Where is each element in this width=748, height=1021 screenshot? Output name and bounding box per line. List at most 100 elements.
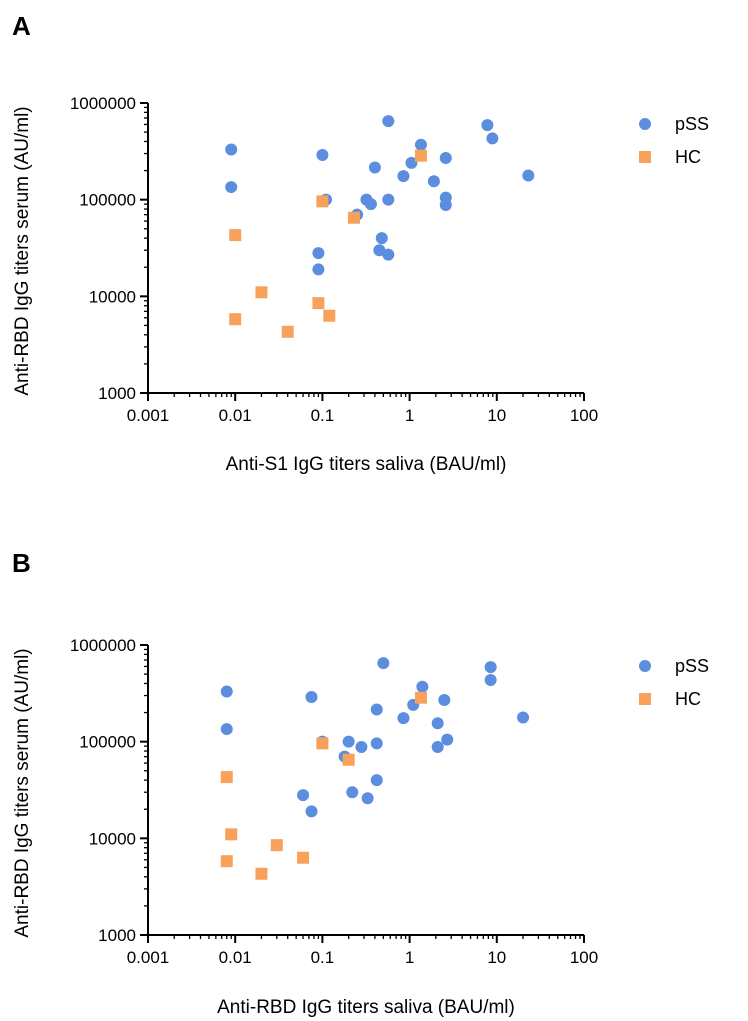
data-point-pss (355, 741, 368, 754)
y-tick-label: 1000000 (70, 94, 136, 113)
data-point-hc (255, 286, 268, 299)
y-axis-title: Anti-RBD IgG titers serum (AU/ml) (12, 648, 33, 937)
y-axis-title: Anti-RBD IgG titers serum (AU/ml) (12, 106, 33, 395)
data-point-hc (297, 851, 310, 864)
data-point-hc (229, 313, 242, 326)
data-point-hc (414, 691, 427, 704)
y-tick-label: 10000 (89, 829, 136, 848)
data-point-pss (484, 673, 497, 686)
y-tick-label: 10000 (89, 287, 136, 306)
data-point-pss (382, 248, 395, 261)
data-point-pss (370, 737, 383, 750)
legend-label: HC (675, 147, 701, 167)
series-hc (220, 691, 427, 880)
data-point-hc (281, 325, 294, 338)
data-point-hc (316, 737, 329, 750)
y-tick-label: 100000 (79, 733, 136, 752)
data-point-hc (323, 309, 336, 322)
series-pss (220, 657, 530, 818)
x-tick-label: 1 (405, 406, 414, 425)
data-point-hc (220, 771, 233, 784)
x-tick-label: 1 (405, 948, 414, 967)
data-point-pss (414, 138, 427, 151)
legend-label: pSS (675, 114, 709, 134)
data-point-hc (342, 753, 355, 766)
y-tick-label: 1000000 (70, 636, 136, 655)
x-axis-title: Anti-S1 IgG titers saliva (BAU/ml) (226, 454, 507, 475)
data-point-pss (382, 115, 395, 128)
data-point-pss (225, 143, 238, 156)
x-tick-label: 100 (570, 406, 598, 425)
x-axis-title: Anti-RBD IgG titers saliva (BAU/ml) (217, 997, 515, 1018)
x-tick-label: 10 (487, 948, 506, 967)
series-hc (229, 149, 427, 338)
data-point-pss (441, 733, 454, 746)
data-point-hc (312, 297, 325, 310)
data-point-pss (375, 232, 388, 245)
data-point-pss (439, 151, 452, 164)
data-point-hc (220, 855, 233, 868)
legend-marker-square (639, 693, 651, 705)
data-point-hc (316, 195, 329, 208)
y-tick-label: 1000 (98, 926, 136, 945)
data-point-hc (225, 828, 238, 841)
data-point-pss (220, 723, 233, 736)
data-point-pss (297, 789, 310, 802)
legend-item-hc: HC (639, 689, 701, 709)
data-point-hc (270, 839, 283, 852)
legend-marker-circle (639, 660, 651, 672)
series-pss (225, 115, 535, 276)
x-tick-label: 0.1 (311, 406, 335, 425)
data-point-pss (373, 244, 386, 257)
legend-item-pss: pSS (639, 114, 709, 134)
data-point-hc (255, 867, 268, 880)
data-point-pss (361, 792, 374, 805)
data-point-pss (225, 181, 238, 194)
data-point-pss (427, 175, 440, 188)
data-point-pss (484, 661, 497, 674)
x-tick-label: 10 (487, 406, 506, 425)
data-point-pss (416, 680, 429, 693)
panel-letter: A (12, 11, 31, 41)
data-point-pss (486, 132, 499, 145)
data-point-pss (312, 263, 325, 276)
legend-label: HC (675, 689, 701, 709)
data-point-pss (368, 161, 381, 174)
data-point-hc (347, 211, 360, 224)
panel-letter: B (12, 548, 31, 578)
data-point-pss (438, 693, 451, 706)
x-tick-label: 0.1 (311, 948, 335, 967)
chart-panel-b: B 1000 10000 100000 1000000 0.001 0.01 0.1 1 10 10… (12, 548, 709, 1018)
data-point-pss (517, 711, 530, 724)
data-point-pss (305, 690, 318, 703)
data-point-pss (431, 741, 444, 754)
data-point-pss (305, 805, 318, 818)
chart-panel-a: A 1000 10000 100000 1000000 0.001 0.01 0.1 1 10 10… (12, 11, 709, 475)
legend-label: pSS (675, 656, 709, 676)
legend-item-pss: pSS (639, 656, 709, 676)
data-point-pss (522, 169, 535, 182)
legend-item-hc: HC (639, 147, 701, 167)
data-point-pss (377, 657, 390, 670)
data-point-pss (431, 717, 444, 730)
data-point-pss (220, 685, 233, 698)
data-point-pss (397, 712, 410, 725)
data-point-pss (346, 786, 359, 799)
data-point-pss (342, 735, 355, 748)
data-point-pss (405, 156, 418, 169)
data-point-pss (370, 774, 383, 787)
data-point-pss (316, 148, 329, 161)
x-tick-label: 0.001 (127, 406, 170, 425)
x-tick-label: 100 (570, 948, 598, 967)
data-point-pss (439, 199, 452, 212)
data-point-pss (481, 119, 494, 132)
data-point-pss (382, 193, 395, 206)
x-tick-label: 0.001 (127, 948, 170, 967)
legend-marker-square (639, 151, 651, 163)
data-point-hc (229, 229, 242, 242)
data-point-pss (364, 198, 377, 211)
data-point-pss (312, 247, 325, 260)
data-point-pss (397, 170, 410, 183)
x-tick-label: 0.01 (219, 406, 252, 425)
